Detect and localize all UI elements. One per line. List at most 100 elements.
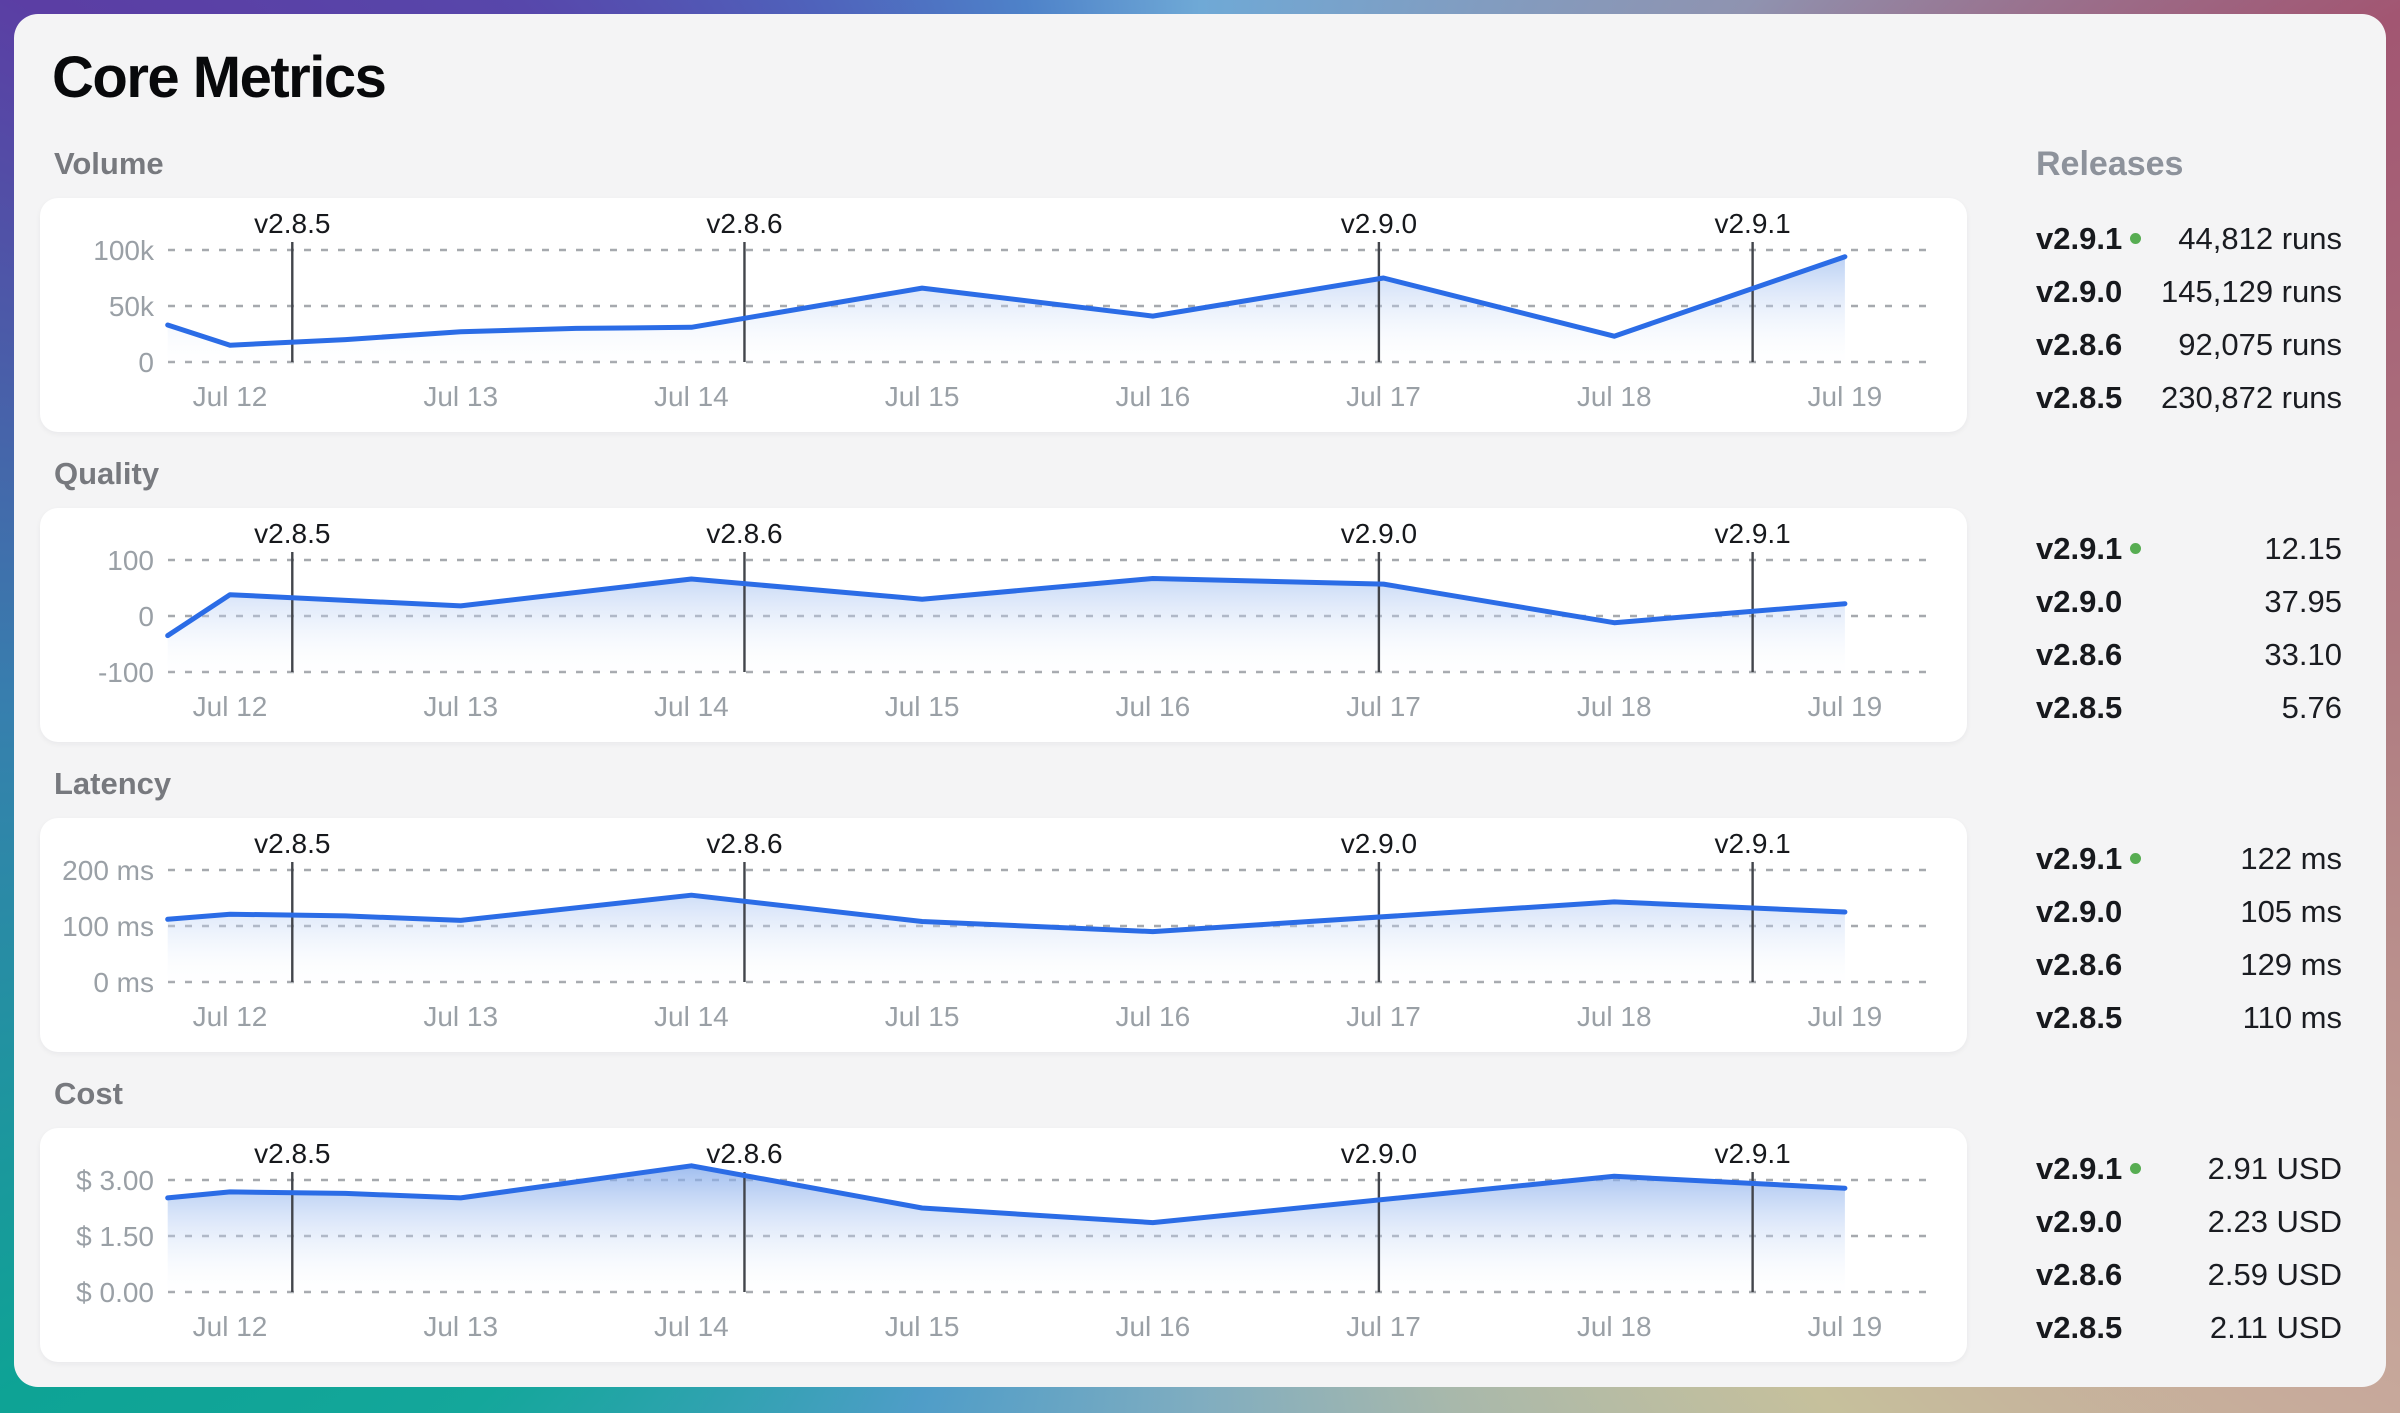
release-value: 105 ms — [2240, 893, 2342, 929]
svg-text:Jul 18: Jul 18 — [1577, 691, 1652, 722]
metric-section-latency: Latency 200 ms 100 ms 0 ms Jul 12 Jul 13 Jul … — [40, 764, 2342, 1052]
release-row: v2.8.5 230,872 runs — [2036, 371, 2342, 424]
release-value: 44,812 runs — [2178, 220, 2342, 256]
y-axis-labels: 100k 50k 0 — [93, 235, 155, 378]
release-version: v2.9.0 — [2036, 893, 2123, 929]
release-row: v2.9.0 105 ms — [2036, 885, 2342, 938]
x-axis-labels: Jul 12 Jul 13 Jul 14 Jul 15 Jul 16 Jul 17 Jul … — [193, 381, 1883, 412]
release-marker-label: v2.8.5 — [254, 518, 330, 549]
svg-text:0 ms: 0 ms — [93, 967, 154, 998]
release-row: v2.9.1 12.15 — [2036, 522, 2342, 575]
release-row: v2.8.6 129 ms — [2036, 938, 2342, 991]
x-axis-labels: Jul 12 Jul 13 Jul 14 Jul 15 Jul 16 Jul 17 Jul … — [193, 691, 1883, 722]
release-row: v2.8.6 92,075 runs — [2036, 318, 2342, 371]
release-marker-label: v2.8.5 — [254, 828, 330, 859]
release-marker-label: v2.8.6 — [706, 1138, 782, 1169]
section-label-quality: Quality — [54, 456, 160, 491]
chart-line — [165, 254, 1848, 348]
release-value: 129 ms — [2240, 946, 2342, 982]
release-value: 37.95 — [2264, 583, 2342, 619]
metric-rows: Volume 100k 50k 0 Jul 12 Jul 13 Jul 14 Jul 15 J… — [14, 144, 2386, 1362]
chart-area — [167, 895, 1845, 982]
release-markers: v2.8.5 v2.8.6 v2.9.0 v2.9.1 — [254, 518, 1791, 672]
chart-area — [167, 1165, 1845, 1292]
release-row: v2.9.1 2.91 USD — [2036, 1142, 2342, 1195]
release-version: v2.8.5 — [2036, 999, 2123, 1035]
release-value: 2.59 USD — [2207, 1256, 2342, 1292]
release-version: v2.9.1 — [2036, 531, 2142, 567]
releases-header-spacer — [2036, 764, 2342, 804]
release-value: 110 ms — [2242, 999, 2342, 1035]
release-marker-label: v2.8.5 — [254, 1138, 330, 1169]
svg-text:Jul 14: Jul 14 — [654, 1311, 729, 1342]
release-row: v2.8.5 5.76 — [2036, 681, 2342, 734]
release-version: v2.9.0 — [2036, 273, 2123, 309]
chart-line — [165, 576, 1848, 639]
release-marker-label: v2.9.1 — [1714, 518, 1790, 549]
chart-line — [165, 892, 1848, 935]
current-release-dot — [2130, 1162, 2142, 1174]
release-version: v2.9.1 — [2036, 841, 2142, 877]
svg-text:Jul 15: Jul 15 — [885, 1001, 960, 1032]
x-axis-labels: Jul 12 Jul 13 Jul 14 Jul 15 Jul 16 Jul 17 Jul … — [193, 1311, 1883, 1342]
chart-area — [167, 578, 1845, 672]
svg-text:Jul 13: Jul 13 — [423, 1311, 498, 1342]
metric-section-quality: Quality 100 0 -100 Jul 12 Jul 13 Jul 14 Jul 15… — [40, 454, 2342, 742]
release-row: v2.9.0 37.95 — [2036, 575, 2342, 628]
release-version: v2.9.0 — [2036, 1203, 2123, 1239]
y-axis-labels: $ 3.00 $ 1.50 $ 0.00 — [76, 1165, 154, 1308]
metric-section-volume: Volume 100k 50k 0 Jul 12 Jul 13 Jul 14 Jul 15 J… — [40, 144, 2342, 432]
svg-text:Jul 16: Jul 16 — [1115, 1311, 1190, 1342]
current-release-dot — [2130, 852, 2142, 864]
release-markers: v2.8.5 v2.8.6 v2.9.0 v2.9.1 — [254, 828, 1791, 982]
release-version: v2.9.0 — [2036, 583, 2123, 619]
releases-list-cost: v2.9.1 2.91 USD v2.9.0 2.23 USD v2.8.6 2.59 U… — [2036, 1128, 2342, 1354]
release-version: v2.8.5 — [2036, 1309, 2123, 1345]
release-marker-label: v2.8.6 — [706, 208, 782, 239]
release-version: v2.9.1 — [2036, 1151, 2142, 1187]
release-value: 2.91 USD — [2207, 1150, 2342, 1186]
releases-header-spacer — [2036, 454, 2342, 494]
releases-list-latency: v2.9.1 122 ms v2.9.0 105 ms v2.8.6 129 ms v2.8… — [2036, 818, 2342, 1044]
svg-text:Jul 16: Jul 16 — [1115, 381, 1190, 412]
release-marker-label: v2.9.0 — [1341, 828, 1417, 859]
svg-text:Jul 18: Jul 18 — [1577, 381, 1652, 412]
release-row: v2.8.6 2.59 USD — [2036, 1248, 2342, 1301]
release-version: v2.8.6 — [2036, 1256, 2123, 1292]
svg-text:Jul 12: Jul 12 — [193, 1311, 268, 1342]
svg-text:50k: 50k — [109, 291, 155, 322]
release-version: v2.8.6 — [2036, 326, 2123, 362]
svg-text:Jul 14: Jul 14 — [654, 381, 729, 412]
svg-text:Jul 18: Jul 18 — [1577, 1311, 1652, 1342]
svg-text:0: 0 — [138, 601, 154, 632]
release-value: 33.10 — [2264, 636, 2342, 672]
release-markers: v2.8.5 v2.8.6 v2.9.0 v2.9.1 — [254, 1138, 1791, 1292]
releases-panel-header: Releases — [2036, 145, 2184, 183]
svg-text:Jul 15: Jul 15 — [885, 1311, 960, 1342]
release-marker-label: v2.9.0 — [1341, 518, 1417, 549]
svg-text:Jul 13: Jul 13 — [423, 691, 498, 722]
release-row: v2.9.1 122 ms — [2036, 832, 2342, 885]
svg-text:0: 0 — [138, 347, 154, 378]
release-row: v2.8.6 33.10 — [2036, 628, 2342, 681]
current-release-dot — [2130, 232, 2142, 244]
dashboard-panel: Core Metrics Volume 100k 50k 0 Jul 12 Jul 13… — [14, 14, 2386, 1387]
releases-list-volume: v2.9.1 44,812 runs v2.9.0 145,129 runs v2.8.… — [2036, 198, 2342, 424]
release-row: v2.9.0 2.23 USD — [2036, 1195, 2342, 1248]
svg-text:Jul 17: Jul 17 — [1346, 381, 1421, 412]
svg-text:Jul 19: Jul 19 — [1808, 1311, 1883, 1342]
release-value: 145,129 runs — [2161, 273, 2342, 309]
chart-card-quality: 100 0 -100 Jul 12 Jul 13 Jul 14 Jul 15 Jul 16 Ju… — [40, 508, 1967, 742]
svg-text:$ 1.50: $ 1.50 — [76, 1221, 154, 1252]
section-label-volume: Volume — [54, 146, 164, 181]
chart-card-latency: 200 ms 100 ms 0 ms Jul 12 Jul 13 Jul 14 Jul 15… — [40, 818, 1967, 1052]
svg-text:Jul 12: Jul 12 — [193, 1001, 268, 1032]
release-version: v2.8.5 — [2036, 379, 2123, 415]
svg-text:Jul 17: Jul 17 — [1346, 1001, 1421, 1032]
release-value: 92,075 runs — [2178, 326, 2342, 362]
releases-header-spacer — [2036, 1074, 2342, 1114]
svg-text:100: 100 — [107, 545, 154, 576]
svg-text:Jul 13: Jul 13 — [423, 381, 498, 412]
svg-text:Jul 14: Jul 14 — [654, 691, 729, 722]
